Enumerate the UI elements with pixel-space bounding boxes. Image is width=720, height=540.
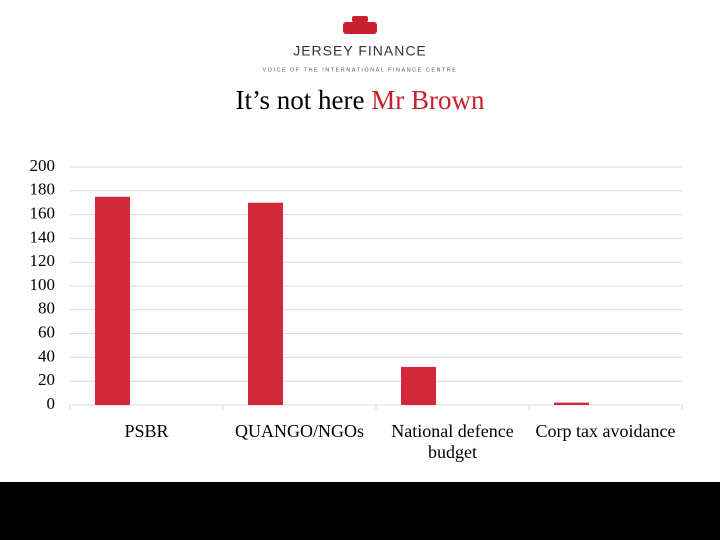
x-tick-label: QUANGO/NGOs <box>235 421 364 441</box>
y-tick-label: 80 <box>38 299 55 318</box>
bar <box>95 196 130 405</box>
y-tick-label: 200 <box>30 156 56 175</box>
y-tick-label: 40 <box>38 346 55 365</box>
x-tick-label: PSBR <box>124 421 169 441</box>
title-highlight: Mr Brown <box>371 85 485 115</box>
brand: JERSEY FINANCE <box>293 43 427 59</box>
y-tick-label: 160 <box>30 204 56 223</box>
y-tick-label: 180 <box>30 180 56 199</box>
x-tick-label: Corp tax avoidance <box>535 421 676 441</box>
y-tick-label: 20 <box>38 370 55 389</box>
logo-icon <box>343 16 377 34</box>
bar <box>401 366 436 405</box>
title-text: It’s not here <box>236 85 365 115</box>
y-tick-label: 140 <box>30 227 56 246</box>
y-tick-label: 60 <box>38 323 55 342</box>
y-tick-label: 100 <box>30 275 56 294</box>
y-tick-label: 0 <box>47 394 56 413</box>
footer-bar <box>0 482 720 540</box>
tagline: VOICE OF THE INTERNATIONAL FINANCE CENTR… <box>263 67 458 73</box>
chart-title: It’s not here Mr Brown <box>236 85 485 115</box>
x-tick-label: National defence budget <box>391 421 514 462</box>
bar <box>554 402 589 405</box>
y-tick-label: 120 <box>30 251 56 270</box>
bar <box>248 202 283 405</box>
